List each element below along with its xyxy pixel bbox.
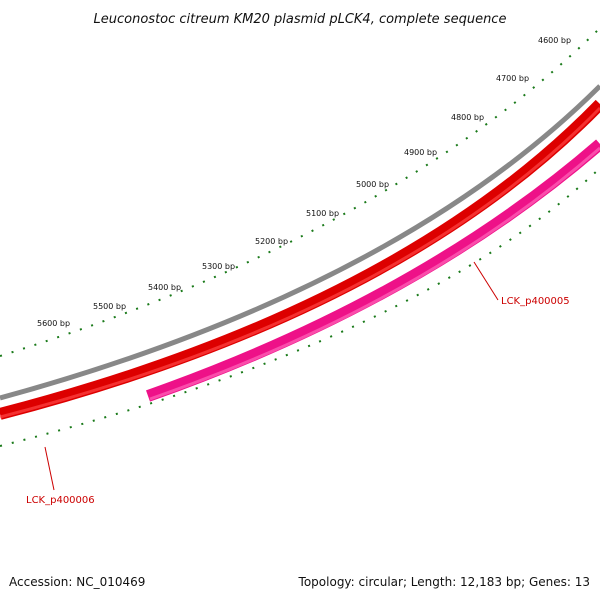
map-title: Leuconostoc citreum KM20 plasmid pLCK4, … — [94, 12, 507, 27]
tick-label-5000: 5000 bp — [356, 180, 389, 189]
topology-label: Topology: circular; Length: 12,183 bp; G… — [298, 575, 590, 589]
gene-arc-LCK_p400005-highlight — [149, 146, 600, 401]
gene-arc-LCK_p400005 — [146, 139, 600, 402]
gene-label-LCK_p400006: LCK_p400006 — [26, 495, 95, 506]
tick-label-5400: 5400 bp — [148, 283, 181, 292]
gene-leader-LCK_p400005 — [473, 261, 499, 301]
tick-label-4800: 4800 bp — [451, 113, 484, 122]
accession-label: Accession: NC_010469 — [9, 575, 145, 589]
gene-arc-LCK_p400006-highlight — [0, 106, 600, 419]
gene-leader-LCK_p400006 — [44, 446, 55, 491]
tick-label-5300: 5300 bp — [202, 262, 235, 271]
gene-arc-LCK_p400006 — [0, 99, 600, 420]
tick-label-4600: 4600 bp — [538, 36, 571, 45]
sequence-backbone — [0, 84, 600, 401]
tick-label-5100: 5100 bp — [306, 209, 339, 218]
tick-label-5600: 5600 bp — [37, 319, 70, 328]
tick-label-5500: 5500 bp — [93, 302, 126, 311]
tick-label-4900: 4900 bp — [404, 148, 437, 157]
outer-tick-ring — [0, 27, 600, 357]
gene-label-LCK_p400005: LCK_p400005 — [501, 296, 570, 307]
tick-labels: 4600 bp 4700 bp 4800 bp 4900 bp 5000 bp … — [37, 36, 571, 328]
tick-label-5200: 5200 bp — [255, 237, 288, 246]
tick-label-4700: 4700 bp — [496, 74, 529, 83]
